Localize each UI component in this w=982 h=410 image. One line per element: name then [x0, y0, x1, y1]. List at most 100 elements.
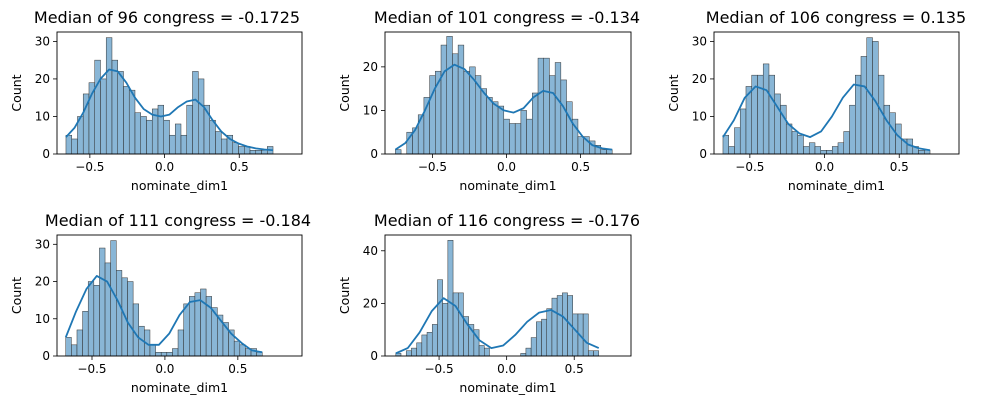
histogram-bar: [255, 150, 262, 155]
histogram-bar: [160, 352, 168, 357]
histogram-bar: [791, 131, 798, 155]
histogram-bar: [549, 75, 556, 155]
histogram-bar: [492, 101, 499, 155]
histogram-bar: [560, 79, 567, 155]
histogram-bar: [232, 142, 239, 155]
histogram-bar: [200, 288, 207, 357]
histogram-bar: [808, 142, 816, 155]
histogram-bar: [543, 57, 550, 155]
y-tick-label: 30: [35, 34, 50, 48]
histogram-bar: [446, 36, 453, 155]
subplot-title: Median of 101 congress = -0.134: [374, 8, 640, 27]
histogram-bar: [497, 105, 505, 155]
histogram-bar: [572, 313, 579, 357]
histogram-bar: [918, 150, 925, 155]
histogram-bar: [536, 321, 542, 357]
histogram-bar: [183, 303, 190, 357]
histogram-bar: [180, 134, 187, 155]
histogram-bar: [509, 123, 516, 155]
histogram-bar: [123, 86, 130, 155]
histogram-bar: [458, 292, 464, 357]
x-tick-label: 0.0: [815, 160, 834, 174]
subplot-2: −0.5 0.0 0.5 0 10 20 Median of 101 congress = …: [337, 8, 640, 193]
histogram-bar: [541, 318, 547, 357]
y-axis-label: Count: [337, 277, 352, 314]
histogram-bar: [71, 138, 78, 155]
histogram-bar: [186, 104, 193, 155]
histogram-bar: [814, 146, 821, 155]
histogram-bar: [728, 146, 735, 155]
y-tick-label: 10: [35, 109, 50, 123]
histogram-bar: [140, 116, 147, 155]
histogram-bar: [582, 313, 589, 357]
histogram-bar: [99, 247, 106, 357]
histogram-bar: [104, 262, 111, 357]
y-axis-label: Count: [337, 74, 352, 111]
kde-line: [395, 297, 600, 355]
subplot-1: −0.5 0.0 0.5 0 10 20 30 Median of 96 congress =…: [9, 8, 303, 193]
y-tick-label: 20: [35, 275, 50, 289]
histogram-bar: [221, 138, 228, 155]
histogram-bar: [480, 88, 487, 155]
y-tick-label: 30: [692, 34, 707, 48]
histogram-bar: [447, 240, 454, 357]
histogram-bar: [411, 347, 417, 357]
x-tick-label: 0.5: [571, 160, 590, 174]
histogram-bar: [93, 285, 100, 357]
x-axis-label: nominate_dim1: [131, 178, 228, 193]
y-tick-label: 0: [42, 147, 50, 161]
histogram-bar: [797, 134, 804, 155]
histogram-bar: [395, 149, 402, 155]
y-tick-label: 20: [363, 60, 378, 74]
histogram-bar: [194, 292, 201, 357]
histogram-bar: [855, 74, 862, 155]
kde-line: [722, 83, 931, 152]
histogram-bar: [478, 345, 485, 357]
subplot-title: Median of 96 congress = -0.1725: [34, 8, 300, 27]
x-tick-label: 0.5: [890, 160, 909, 174]
axes-frame: [384, 234, 632, 357]
histogram-bar: [556, 295, 563, 357]
histogram-bar: [157, 104, 164, 155]
histogram-bar: [768, 74, 775, 155]
y-axis-label: Count: [9, 277, 24, 314]
histogram-bar: [525, 347, 532, 357]
y-tick-label: 30: [35, 237, 50, 251]
histogram-bar: [843, 131, 850, 155]
histogram-bar: [588, 350, 594, 357]
histogram-bar: [128, 89, 136, 155]
histogram-bar: [76, 329, 83, 357]
x-tick-label: 0.5: [565, 362, 584, 376]
histogram-bar: [416, 342, 423, 357]
histogram-bar: [600, 149, 607, 155]
histogram-bar: [405, 350, 412, 357]
histogram-bar: [457, 44, 465, 155]
histogram-bar: [94, 59, 101, 155]
histogram-bar: [831, 146, 839, 155]
histogram-bar: [739, 108, 747, 155]
histogram-bar: [562, 292, 568, 357]
histogram-bar: [169, 134, 176, 155]
axes-frame: [713, 31, 960, 155]
x-axis-label: nominate_dim1: [788, 178, 885, 193]
histogram-bar: [149, 344, 156, 357]
histogram-bar: [209, 119, 216, 155]
histogram-bar: [155, 352, 162, 357]
histogram-bar: [520, 110, 527, 155]
y-tick-label: 0: [370, 147, 378, 161]
histogram-bar: [215, 131, 222, 155]
y-tick-label: 10: [35, 312, 50, 326]
histogram-bar: [65, 134, 72, 155]
subplot-title: Median of 116 congress = -0.176: [374, 211, 640, 230]
histogram-bar: [65, 337, 72, 357]
x-tick-label: −0.5: [75, 160, 104, 174]
y-tick-label: 0: [370, 349, 378, 363]
histogram-bar: [484, 347, 490, 357]
histogram-bar: [87, 281, 95, 357]
y-tick-label: 10: [692, 109, 707, 123]
histogram-bar: [192, 71, 199, 155]
histogram-bar: [146, 119, 153, 155]
subplot-5: −0.5 0.0 0.5 0 20 40 Median of 116 congress = …: [337, 211, 640, 395]
histogram-bar: [514, 123, 522, 155]
histogram-bar: [100, 78, 107, 155]
